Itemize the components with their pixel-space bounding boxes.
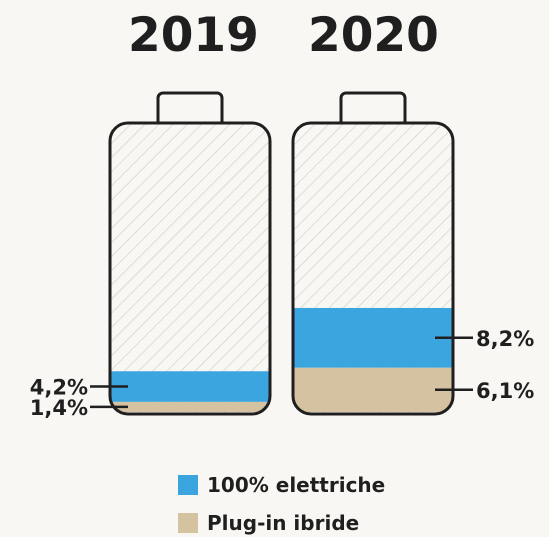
legend-label-plugin: Plug-in ibride xyxy=(207,511,360,535)
legend-swatch-elettriche xyxy=(178,475,198,495)
legend-item-plugin: Plug-in ibride xyxy=(178,511,359,535)
data-label-elettriche-2020: 8,2% xyxy=(476,327,534,351)
bar-plugin-2019 xyxy=(110,401,270,412)
bar-plugin-2020 xyxy=(293,367,453,412)
data-label-elettriche-2019: 4,2% xyxy=(30,376,88,400)
battery-hatch-2019 xyxy=(110,123,270,414)
bar-elettriche-2020 xyxy=(293,307,453,368)
battery-outline-2020 xyxy=(291,121,455,416)
data-label-plugin-2020: 6,1% xyxy=(476,379,534,403)
category-label-2019: 2019 xyxy=(128,8,259,63)
category-label-2020: 2020 xyxy=(308,8,439,63)
battery-outline-2019 xyxy=(108,121,272,416)
legend-swatch-plugin xyxy=(178,513,198,533)
data-label-plugin-2019: 1,4% xyxy=(30,396,88,420)
legend-item-elettriche: 100% elettriche xyxy=(178,473,385,497)
legend-label-elettriche: 100% elettriche xyxy=(207,473,386,497)
bar-elettriche-2019 xyxy=(110,371,270,402)
